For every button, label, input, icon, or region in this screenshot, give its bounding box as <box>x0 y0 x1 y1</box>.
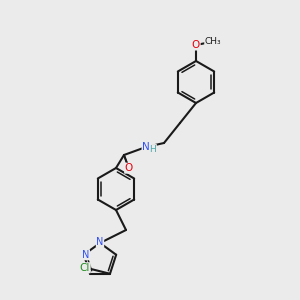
Text: O: O <box>192 40 200 50</box>
Text: CH₃: CH₃ <box>205 38 221 46</box>
Text: Cl: Cl <box>80 263 90 273</box>
Text: H: H <box>150 145 156 154</box>
Text: N: N <box>142 142 150 152</box>
Text: N: N <box>82 250 89 260</box>
Text: N: N <box>96 237 104 247</box>
Text: O: O <box>125 163 133 173</box>
